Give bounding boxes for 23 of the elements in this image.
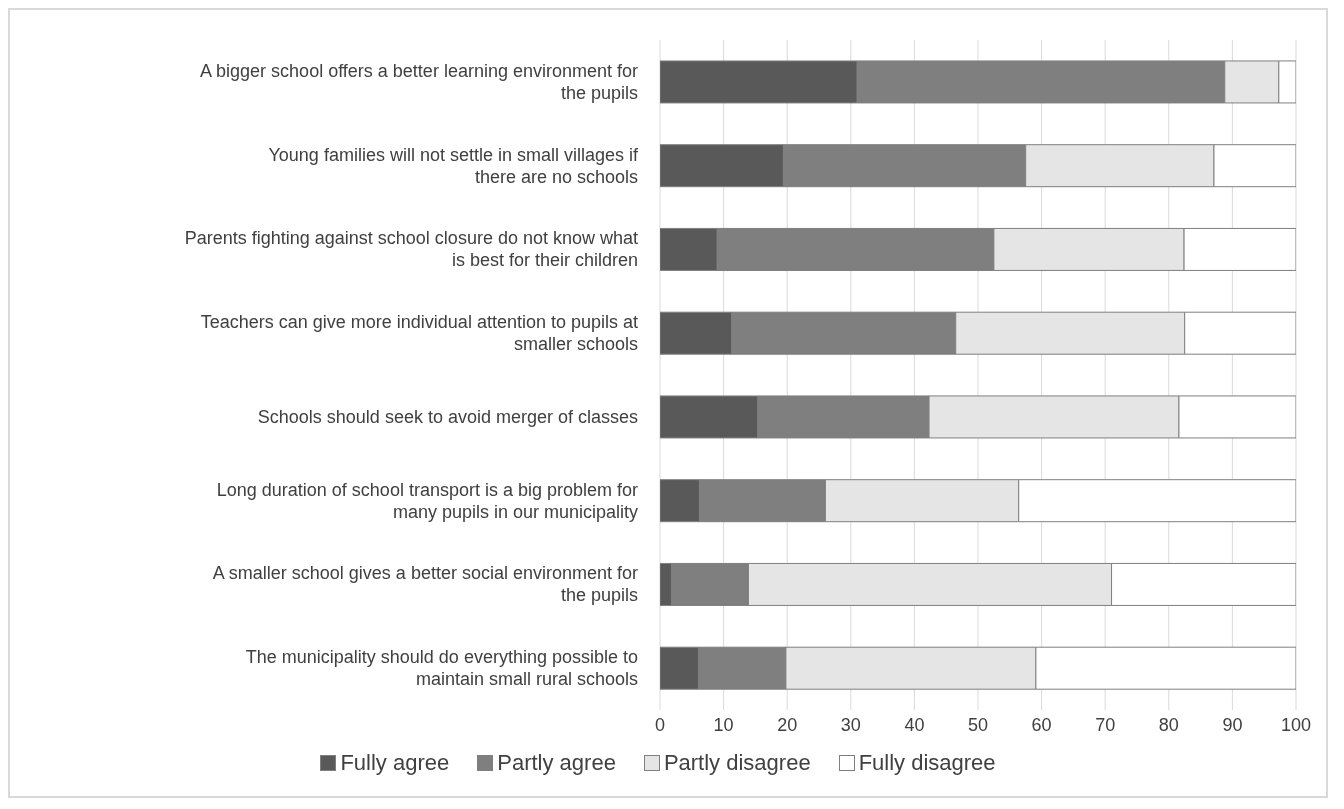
x-tick-label: 60 [1031, 714, 1052, 735]
y-tick-label: Long duration of school transport is a big problem for many pupils in our municipality [216, 479, 638, 522]
x-tick-label: 70 [1095, 714, 1116, 735]
y-tick-label: Schools should seek to avoid merger of classes [257, 406, 638, 427]
y-tick-label: The municipality should do everything possible to maintain small rural schools [245, 647, 638, 690]
legend-label: Partly disagree [662, 750, 811, 776]
x-tick-label: 50 [967, 714, 989, 735]
x-tick-label: 40 [904, 714, 925, 735]
x-tick-label: 100 [1280, 714, 1312, 735]
legend-label: Partly agree [496, 750, 616, 776]
x-tick-label: 10 [713, 714, 734, 735]
x-tick-label: 90 [1222, 714, 1243, 735]
y-tick-label: Teachers can give more individual attention to pupils at smaller schools [200, 312, 638, 355]
x-tick-label: 20 [777, 714, 798, 735]
legend-label: Fully disagree [857, 750, 996, 776]
y-tick-label: A smaller school gives a better social environment for the pupils [212, 563, 638, 606]
x-tick-label: 30 [840, 714, 861, 735]
x-tick-label: 80 [1158, 714, 1179, 735]
legend-label: Fully agree [339, 750, 450, 776]
y-tick-label: A bigger school offers a better learning environment for the pupils [200, 60, 638, 103]
y-tick-label: Young families will not settle in small villages if there are no schools [268, 144, 639, 187]
y-tick-label: Parents fighting against school closure do not know what is best for their children [184, 228, 638, 271]
x-tick-label: 0 [654, 714, 666, 735]
